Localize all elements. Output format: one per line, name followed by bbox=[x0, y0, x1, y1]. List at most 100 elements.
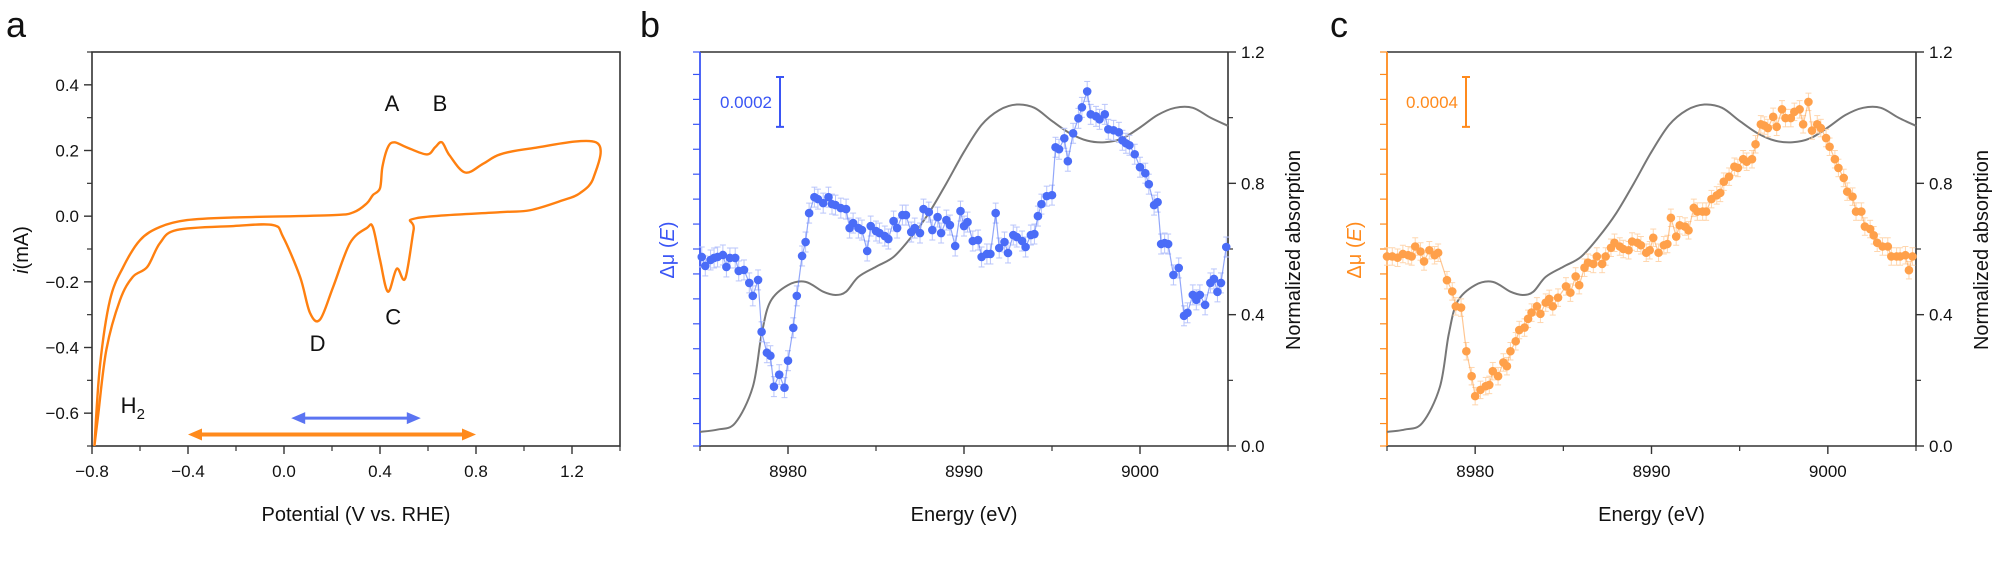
data-point bbox=[1816, 123, 1826, 133]
data-point bbox=[1798, 120, 1808, 129]
data-point bbox=[697, 252, 707, 262]
data-point bbox=[1624, 245, 1633, 255]
data-point bbox=[1470, 391, 1480, 401]
cv-curve bbox=[93, 139, 602, 446]
data-point bbox=[700, 261, 710, 271]
data-point bbox=[1047, 190, 1057, 200]
data-point bbox=[1467, 371, 1476, 381]
data-point bbox=[1213, 287, 1222, 297]
x-tick-label: 8990 bbox=[945, 462, 983, 481]
data-point bbox=[1597, 259, 1607, 269]
data-point bbox=[986, 249, 995, 259]
y-tick-label: −0.2 bbox=[45, 273, 79, 292]
data-point bbox=[722, 262, 731, 272]
data-point bbox=[928, 225, 937, 235]
right-tick-label: 1.2 bbox=[1929, 43, 1953, 62]
right-tick-label: 0.0 bbox=[1241, 437, 1265, 456]
y-tick-label: 0.2 bbox=[55, 142, 79, 161]
data-point bbox=[1648, 233, 1658, 243]
data-point bbox=[792, 291, 802, 301]
data-point bbox=[1114, 127, 1124, 137]
data-point bbox=[936, 228, 946, 238]
data-point bbox=[945, 220, 955, 230]
data-point bbox=[1795, 105, 1804, 114]
panel-c-difference-spectrum-orange: c 8980 8990 9000 0.0 0.4 0.8 1.2 Energy (eV) Δμ (… bbox=[1330, 4, 1993, 526]
data-point bbox=[1183, 308, 1192, 318]
data-point bbox=[1724, 172, 1734, 181]
data-point bbox=[748, 291, 758, 301]
data-point bbox=[1416, 247, 1425, 256]
data-point bbox=[1506, 346, 1515, 356]
x-tick-label: 8990 bbox=[1633, 462, 1671, 481]
data-point bbox=[1904, 265, 1914, 275]
data-point bbox=[1195, 290, 1205, 300]
data-point bbox=[1666, 213, 1676, 223]
x-tick-label: 8980 bbox=[1456, 462, 1494, 481]
arrow-head-left-icon bbox=[188, 428, 202, 441]
data-point bbox=[1462, 346, 1471, 356]
data-point bbox=[1033, 211, 1043, 221]
data-point bbox=[1174, 263, 1184, 273]
data-point bbox=[1747, 154, 1757, 164]
data-point bbox=[1077, 103, 1087, 112]
data-point bbox=[862, 246, 872, 256]
data-point bbox=[1209, 274, 1219, 284]
data-point bbox=[1821, 133, 1831, 143]
data-point bbox=[730, 253, 740, 263]
y-axis-label-symbol: i bbox=[11, 269, 33, 274]
data-point bbox=[1671, 232, 1681, 241]
data-point bbox=[1848, 192, 1857, 201]
panel-b-difference-spectrum-blue: b 8980 8990 9000 0.0 0.4 0.8 1.2 Energy (eV) Δμ (… bbox=[640, 4, 1305, 526]
x-tick-label: −0.8 bbox=[75, 462, 109, 481]
data-point bbox=[1054, 144, 1064, 154]
peak-label: D bbox=[310, 331, 326, 356]
y-tick-label: −0.6 bbox=[45, 404, 79, 423]
data-point bbox=[797, 251, 807, 261]
data-point bbox=[1511, 336, 1521, 346]
data-point bbox=[901, 210, 911, 220]
panel-a-cyclic-voltammogram: a −0.8 −0.4 0.0 0.4 0.8 1.2 −0.6 −0.4 −0.2 0.0 0.2 0… bbox=[6, 4, 621, 526]
y-axis-label-unit: (mA) bbox=[11, 226, 33, 269]
data-point bbox=[1527, 308, 1536, 317]
data-point bbox=[1684, 225, 1693, 235]
arrow-head-right-icon bbox=[406, 412, 421, 425]
peak-label: H2 bbox=[121, 393, 145, 423]
data-point bbox=[824, 192, 833, 202]
x-axis-label: Energy (eV) bbox=[1598, 504, 1705, 526]
data-point bbox=[1825, 142, 1834, 152]
data-point bbox=[924, 207, 934, 217]
data-point bbox=[1548, 302, 1558, 311]
data-point bbox=[1060, 133, 1069, 143]
data-point bbox=[892, 223, 902, 233]
data-point bbox=[1037, 199, 1046, 209]
data-point bbox=[1144, 179, 1154, 189]
data-point bbox=[1484, 380, 1494, 390]
data-point bbox=[1200, 300, 1210, 310]
data-point bbox=[753, 275, 763, 285]
data-point bbox=[1493, 371, 1503, 381]
data-point bbox=[766, 351, 775, 361]
data-point bbox=[1003, 248, 1013, 258]
data-point bbox=[991, 208, 1000, 218]
data-point bbox=[1447, 287, 1457, 296]
y-tick-label: 0.4 bbox=[55, 76, 79, 95]
data-point bbox=[788, 323, 798, 333]
data-point bbox=[1074, 114, 1083, 123]
data-point bbox=[1786, 113, 1796, 123]
x-tick-label: 8980 bbox=[769, 462, 807, 481]
data-point bbox=[1869, 230, 1878, 240]
data-point bbox=[1839, 173, 1849, 183]
data-point bbox=[1520, 323, 1529, 332]
data-point bbox=[769, 382, 779, 391]
data-point bbox=[1574, 280, 1584, 290]
data-point bbox=[1772, 122, 1781, 132]
data-point bbox=[718, 250, 728, 260]
data-point bbox=[1553, 293, 1563, 302]
data-point bbox=[1536, 309, 1545, 319]
data-point bbox=[1733, 163, 1743, 173]
data-point bbox=[884, 234, 893, 244]
data-point bbox=[1830, 154, 1840, 164]
data-point bbox=[1857, 207, 1866, 216]
peak-label: C bbox=[385, 305, 401, 330]
right-tick-label: 0.8 bbox=[1241, 174, 1265, 193]
